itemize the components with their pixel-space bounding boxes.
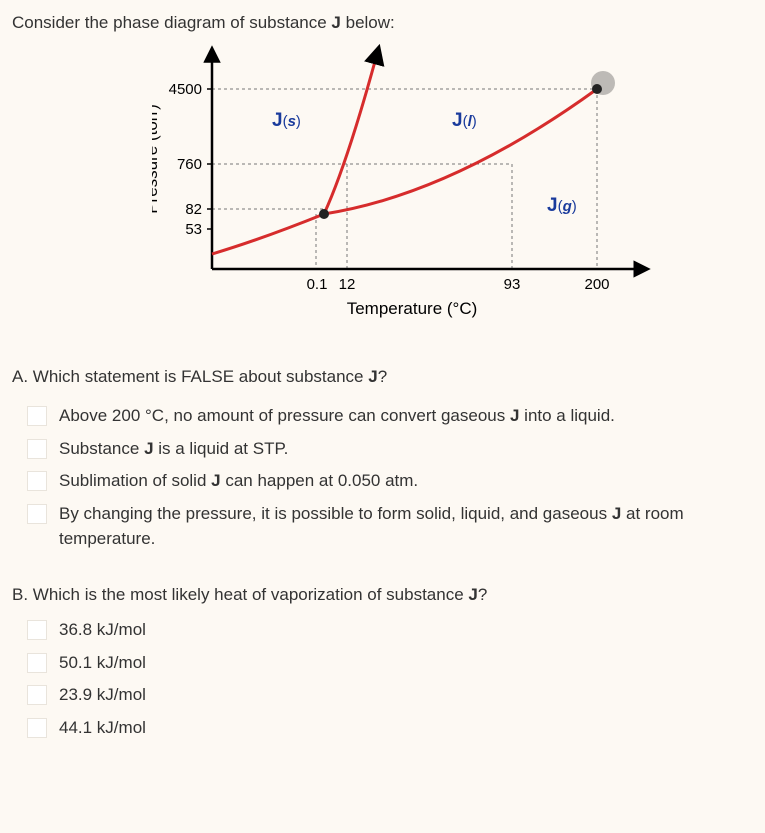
- svg-text:82: 82: [185, 201, 202, 218]
- svg-text:Pressure (torr): Pressure (torr): [152, 104, 161, 214]
- svg-text:J(s): J(s): [272, 110, 301, 131]
- qb-option: 44.1 kJ/mol: [12, 715, 753, 741]
- option-text: 36.8 kJ/mol: [59, 617, 753, 643]
- intro-prefix: Consider the phase diagram of substance: [12, 13, 331, 32]
- qb-option: 50.1 kJ/mol: [12, 650, 753, 676]
- qa-option: By changing the pressure, it is possible…: [12, 501, 753, 552]
- intro-j: J: [331, 13, 340, 32]
- checkbox[interactable]: [27, 504, 47, 524]
- checkbox[interactable]: [27, 718, 47, 738]
- svg-text:4500: 4500: [169, 81, 202, 98]
- question-a-prompt: A. Which statement is FALSE about substa…: [12, 364, 753, 390]
- svg-text:760: 760: [177, 156, 202, 173]
- qb-option: 36.8 kJ/mol: [12, 617, 753, 643]
- option-text: 23.9 kJ/mol: [59, 682, 753, 708]
- option-text: 44.1 kJ/mol: [59, 715, 753, 741]
- qb-option: 23.9 kJ/mol: [12, 682, 753, 708]
- checkbox[interactable]: [27, 620, 47, 640]
- checkbox[interactable]: [27, 406, 47, 426]
- qa-option: Above 200 °C, no amount of pressure can …: [12, 403, 753, 429]
- qa-option: Substance J is a liquid at STP.: [12, 436, 753, 462]
- phase-diagram: 4500 760 82 53 0.1 12 93 200 J(s) J(l) J(g) Tempera…: [152, 44, 692, 334]
- intro-suffix: below:: [341, 13, 395, 32]
- svg-text:J(g): J(g): [547, 195, 577, 216]
- option-text: Substance J is a liquid at STP.: [59, 436, 753, 462]
- svg-text:53: 53: [185, 221, 202, 238]
- svg-text:Temperature (°C): Temperature (°C): [347, 299, 478, 318]
- qa-option: Sublimation of solid J can happen at 0.0…: [12, 468, 753, 494]
- svg-text:12: 12: [339, 276, 356, 293]
- question-a: A. Which statement is FALSE about substa…: [12, 364, 753, 552]
- svg-text:200: 200: [584, 276, 609, 293]
- svg-text:J(l): J(l): [452, 110, 477, 131]
- option-text: By changing the pressure, it is possible…: [59, 501, 753, 552]
- question-b: B. Which is the most likely heat of vapo…: [12, 582, 753, 741]
- checkbox[interactable]: [27, 653, 47, 673]
- svg-text:93: 93: [504, 276, 521, 293]
- intro-text: Consider the phase diagram of substance …: [12, 10, 753, 334]
- option-text: Sublimation of solid J can happen at 0.0…: [59, 468, 753, 494]
- option-text: 50.1 kJ/mol: [59, 650, 753, 676]
- option-text: Above 200 °C, no amount of pressure can …: [59, 403, 753, 429]
- checkbox[interactable]: [27, 685, 47, 705]
- checkbox[interactable]: [27, 439, 47, 459]
- question-b-prompt: B. Which is the most likely heat of vapo…: [12, 582, 753, 608]
- svg-text:0.1: 0.1: [307, 276, 328, 293]
- checkbox[interactable]: [27, 471, 47, 491]
